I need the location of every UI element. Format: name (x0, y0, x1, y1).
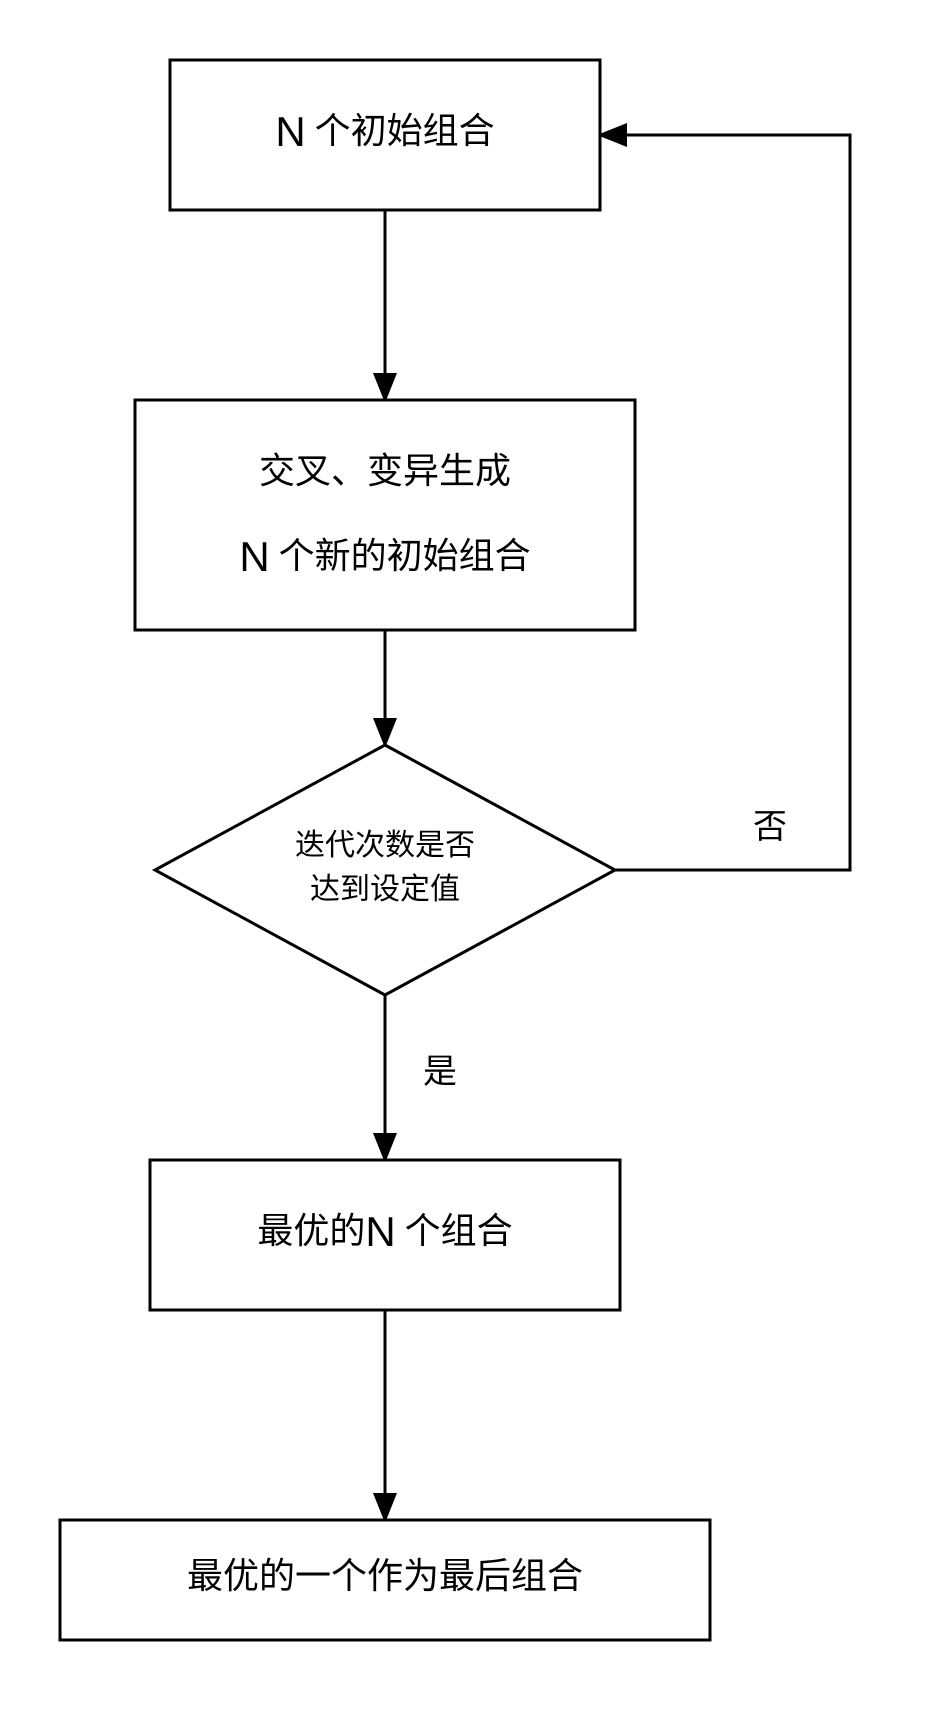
edge-label: 否 (753, 809, 787, 846)
node-label: 达到设定值 (310, 873, 460, 906)
node-label: N 个初始组合 (275, 108, 494, 155)
flowchart-canvas: 是 否 N 个初始组合交叉、变异生成 N 个新的初始组合迭代次数是否达到设定值最优的N… (0, 0, 926, 1734)
edge-label: 是 (423, 1054, 457, 1091)
node-label: 交叉、变异生成 (259, 451, 511, 491)
edge (600, 135, 850, 870)
node-label: 最优的一个作为最后组合 (187, 1556, 583, 1596)
node-n3 (155, 745, 615, 995)
node-label: 最优的N 个组合 (257, 1208, 512, 1255)
node-label: N 个新的初始组合 (239, 533, 530, 580)
node-label: 迭代次数是否 (295, 829, 475, 862)
node-n2 (135, 400, 635, 630)
